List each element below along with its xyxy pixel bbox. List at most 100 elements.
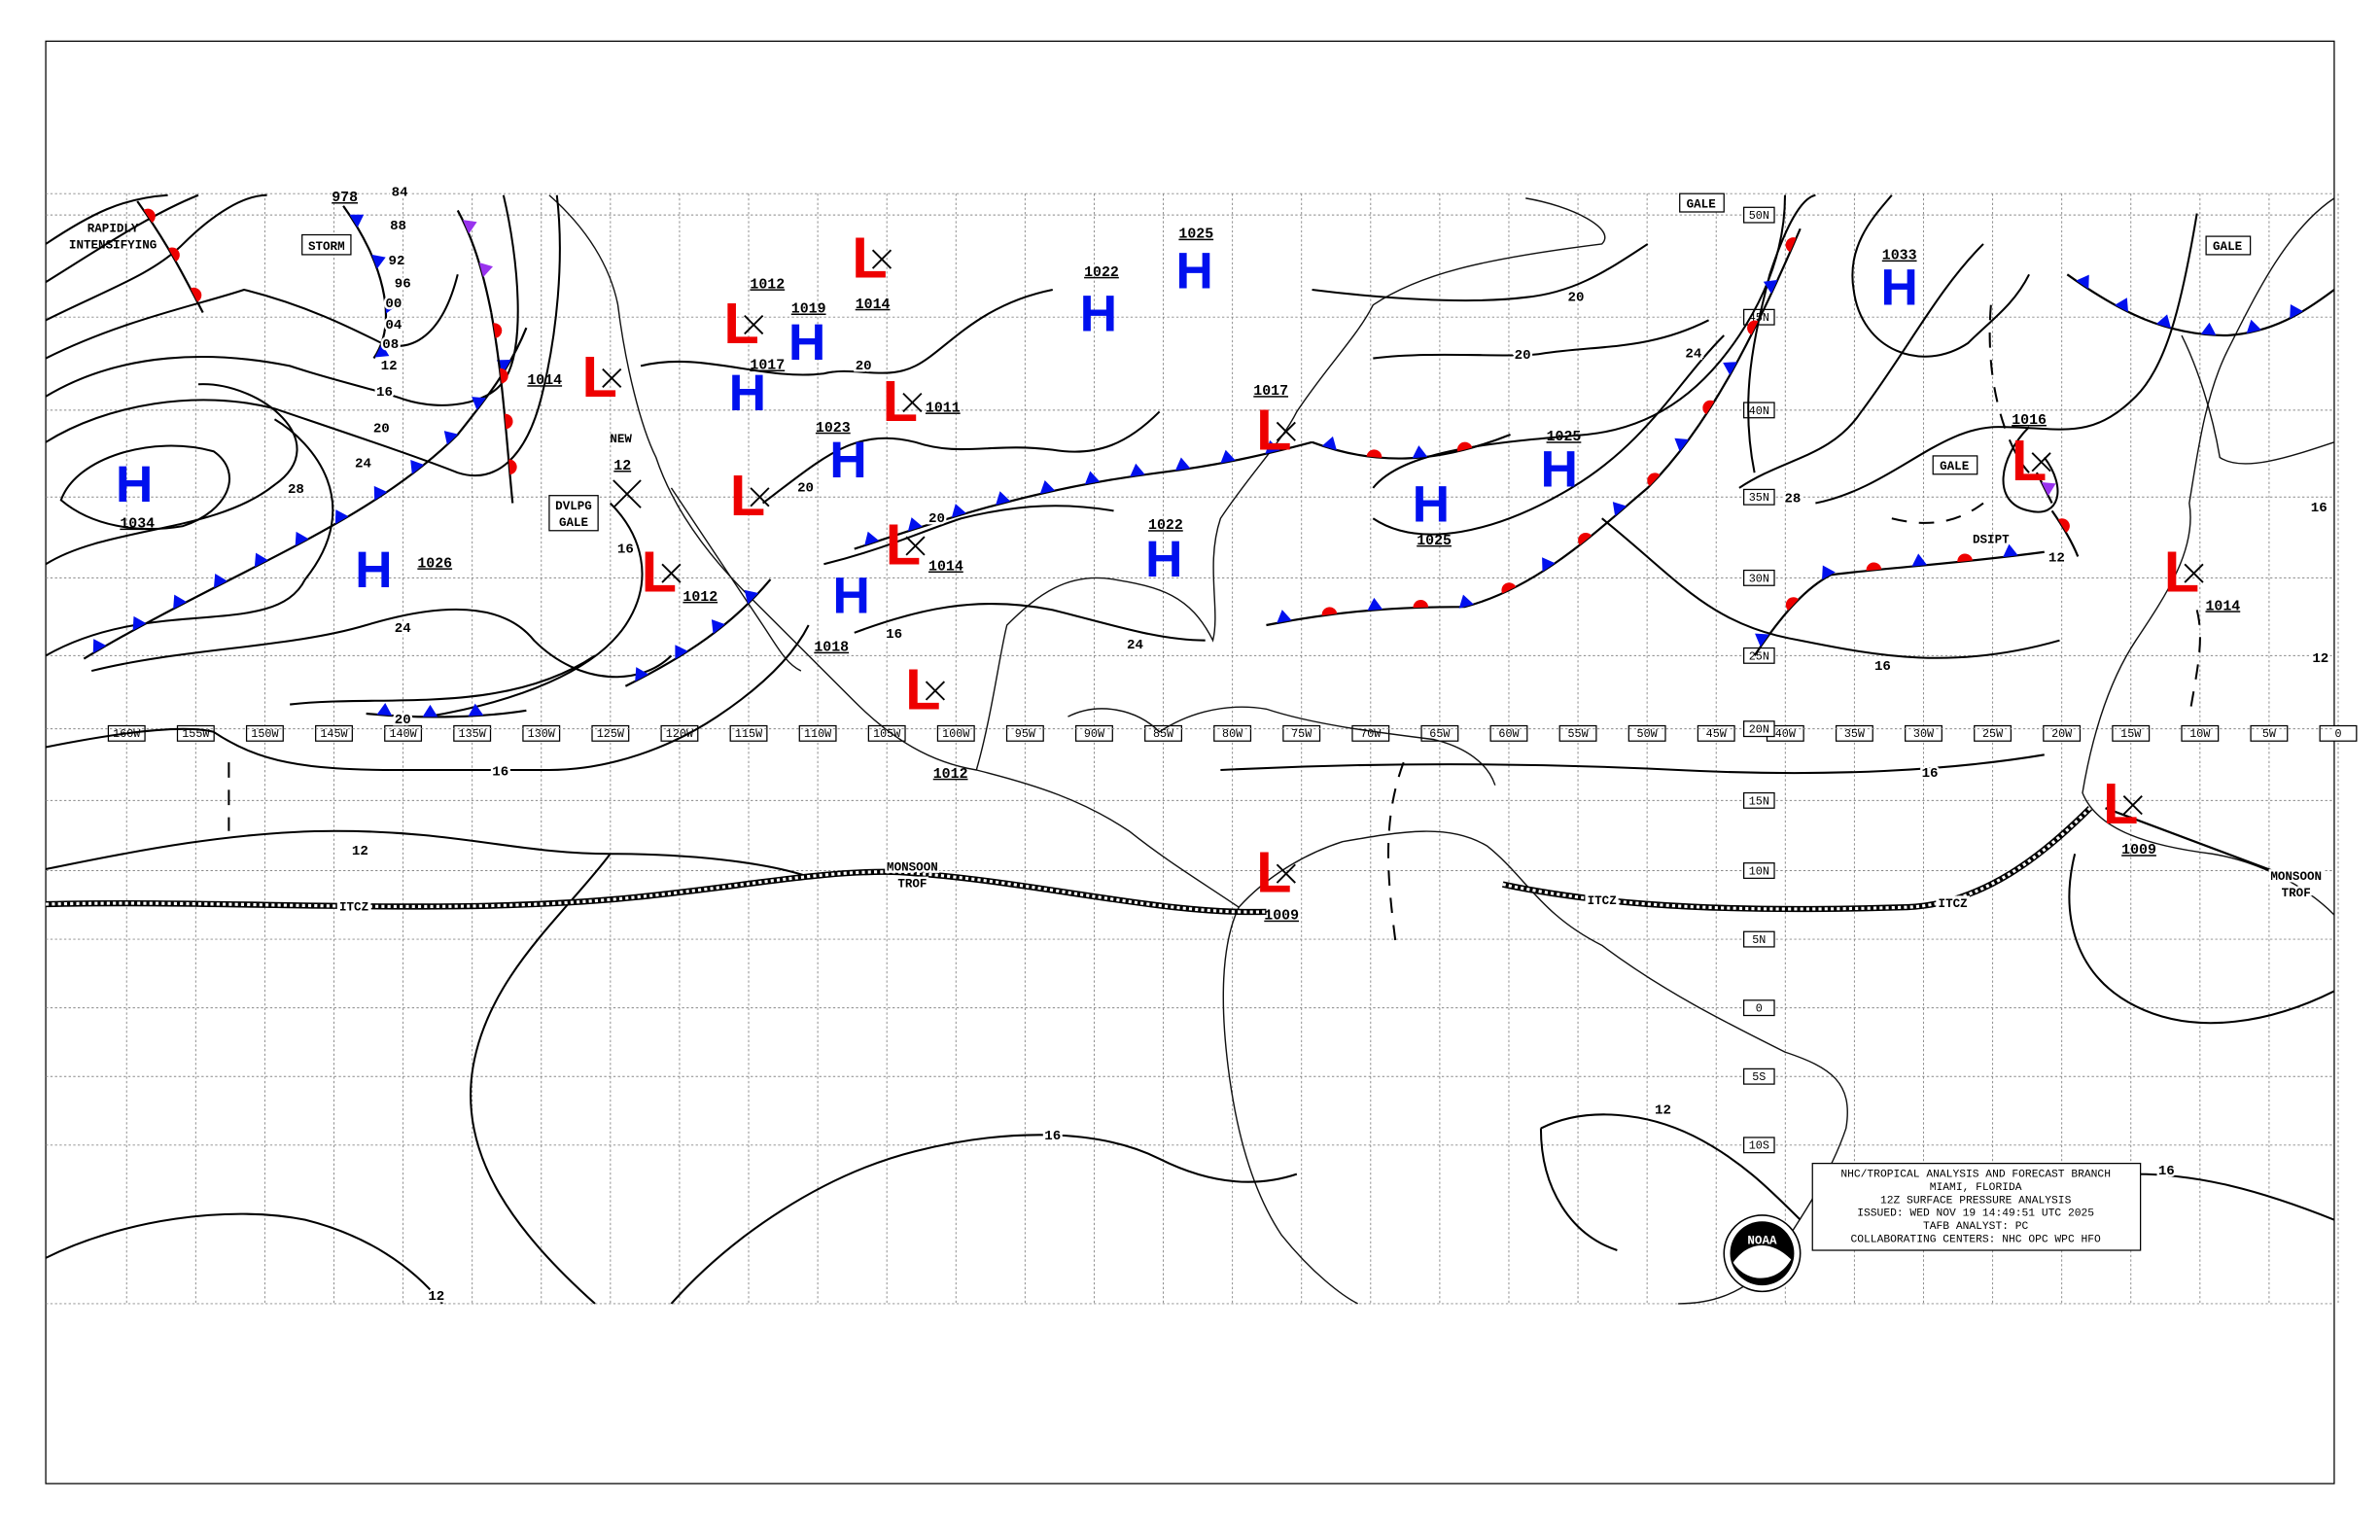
isobar (427, 502, 644, 718)
gale-label-1: GALE (1687, 197, 1717, 211)
low-pressure-center: L 1009 (2103, 771, 2156, 858)
central-pressure-value: 1019 (791, 302, 826, 318)
isobar (1815, 213, 2198, 505)
central-pressure-value: 1022 (1148, 518, 1183, 534)
longitude-label-box (1974, 724, 2012, 742)
isobar-label: 96 (395, 276, 411, 292)
isobar (90, 608, 673, 679)
longitude-label: 15W (2120, 727, 2142, 741)
storm-label: STORM (308, 240, 345, 254)
cold-front-triangle (996, 491, 1011, 506)
dsipt-label: DSIPT (1973, 533, 2010, 546)
isobar-label: 16 (886, 627, 902, 643)
gale-box-3 (1932, 455, 1978, 475)
central-pressure-value: 1023 (816, 421, 851, 437)
longitude-label: 115W (735, 727, 763, 741)
cold-front-triangle (384, 298, 398, 314)
high-symbol: H (355, 542, 393, 599)
longitude-label-box (660, 724, 699, 742)
cold-front-triangle (1039, 480, 1056, 494)
cold-front-triangle (1367, 597, 1383, 612)
latitude-label-box (1743, 488, 1775, 506)
high-symbol: H (116, 456, 154, 513)
new-label: NEW (610, 433, 632, 446)
warm-front (490, 312, 514, 504)
info-line-location: MIAMI, FLORIDA (1930, 1182, 2022, 1194)
latitude-label-box (1743, 569, 1775, 586)
cold-front-triangle (349, 214, 365, 228)
latitude-label: 35N (1749, 491, 1769, 505)
longitude-label-box (1213, 724, 1252, 742)
low-pressure-center: L 1014 (886, 511, 963, 577)
occluded-front-symbol (478, 262, 494, 278)
central-pressure-value: 1014 (2205, 599, 2240, 614)
high-symbol: H (1540, 440, 1578, 498)
longitude-label: 130W (528, 727, 556, 741)
low-center-x-icon (750, 487, 770, 508)
longitude-label: 90W (1084, 727, 1105, 741)
isobar (670, 1134, 1298, 1305)
low-center-x-icon (925, 681, 946, 701)
longitude-label-box (1144, 724, 1182, 742)
cold-front-triangle (2155, 314, 2171, 329)
isobar (45, 624, 810, 772)
longitude-label: 25W (1982, 727, 2004, 741)
high-pressure-center: H 1034 (116, 456, 155, 533)
low-pressure-center: L (730, 463, 770, 528)
low-center-x-icon (661, 563, 682, 583)
cold-front-triangle (864, 531, 880, 546)
isobar (1851, 194, 2030, 358)
noaa-logo-text: NOAA (1747, 1235, 1777, 1248)
low-symbol: L (852, 226, 887, 291)
rapidly-intensifying-label: RAPIDLY (88, 222, 139, 235)
occluded-front (456, 209, 493, 313)
cold-front-triangle (635, 667, 649, 682)
latitude-label: 25N (1749, 649, 1769, 663)
isobar (762, 410, 1161, 505)
low-symbol: L (2164, 540, 2199, 605)
dvlpg-label: DVLPG (555, 500, 592, 513)
isobar (1220, 753, 2045, 775)
isobar-label: 20 (395, 713, 411, 728)
isobar (1372, 334, 1725, 536)
cold-front-triangle (1674, 438, 1690, 452)
isobar-label: 12 (352, 844, 368, 859)
longitude-label-box (2181, 724, 2220, 742)
latitude-label: 15N (1749, 794, 1769, 808)
isobar-label: 24 (1127, 638, 1143, 653)
longitude-label-box (453, 724, 492, 742)
occluded-front (2035, 472, 2053, 505)
central-pressure-value: 1033 (1882, 249, 1917, 264)
cold-front-triangle (1220, 449, 1236, 464)
longitude-label: 75W (1291, 727, 1312, 741)
monsoon-trof-label-1: MONSOON (887, 861, 938, 875)
isobar-label: 12 (2312, 651, 2328, 667)
longitude-label: 35W (1844, 727, 1866, 741)
cold-front-triangle (2003, 543, 2018, 558)
longitude-label: 55W (1567, 727, 1589, 741)
longitude-label: 40W (1775, 727, 1797, 741)
cold-front-triangle (744, 589, 759, 605)
monsoon-trof-label-1b: TROF (897, 878, 927, 892)
central-pressure-value: 1012 (750, 277, 785, 293)
coast-europe-africa (2082, 197, 2335, 916)
isobar-label: 20 (928, 511, 945, 527)
latitude-label-box (1743, 206, 1775, 224)
isobar-label: 00 (385, 297, 402, 312)
longitude-label: 0 (2334, 727, 2341, 741)
cold-front-triangle (468, 703, 484, 717)
central-pressure-value: 1011 (926, 401, 961, 416)
longitude-label: 105W (873, 727, 901, 741)
isobar-label: 20 (1515, 348, 1531, 364)
longitude-label-box (315, 724, 353, 742)
longitude-label-box (1835, 724, 1873, 742)
central-pressure-value: 1012 (933, 767, 968, 783)
central-pressure-value: 1017 (1253, 384, 1288, 400)
central-pressure-value: 1026 (417, 556, 452, 572)
low-center-x-icon (905, 536, 926, 556)
low-symbol: L (723, 291, 758, 356)
